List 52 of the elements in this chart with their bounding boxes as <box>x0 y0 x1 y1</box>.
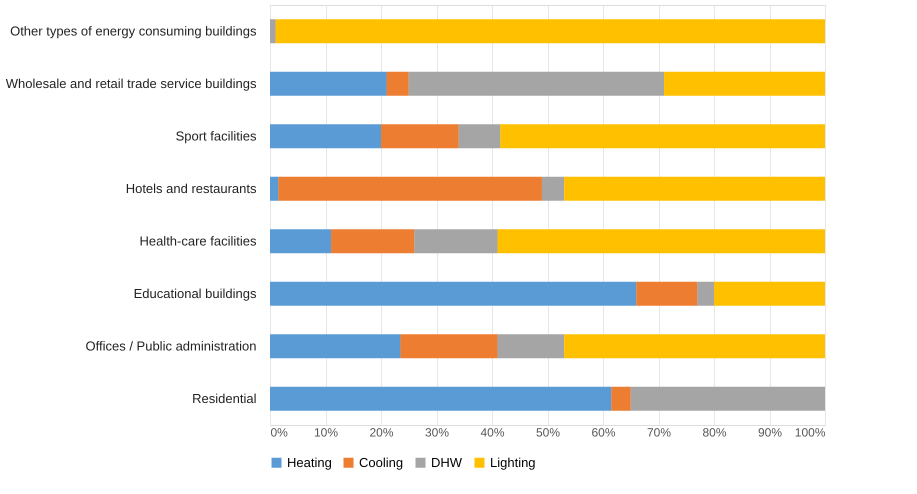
x-tick-label: 80% <box>702 426 727 440</box>
bar <box>270 334 400 358</box>
bar <box>697 282 714 306</box>
y-tick-label: Hotels and restaurants <box>126 180 257 196</box>
x-tick-label: 20% <box>369 426 394 440</box>
x-tick-label: 50% <box>536 426 560 440</box>
legend-label: Lighting <box>490 454 536 470</box>
legend-label: Heating <box>287 454 332 470</box>
bar <box>270 386 612 411</box>
bar <box>276 19 825 44</box>
bar <box>331 229 414 254</box>
bar <box>714 282 825 306</box>
bar <box>564 334 825 358</box>
bar <box>400 334 498 358</box>
x-tick-label: 10% <box>314 426 338 440</box>
bar <box>270 72 387 96</box>
bar <box>386 72 409 96</box>
x-tick-label: 0% <box>270 426 288 440</box>
bar <box>414 229 498 254</box>
x-tick-label: 30% <box>424 426 450 440</box>
x-tick-label: 40% <box>480 426 505 440</box>
bar <box>270 19 276 44</box>
y-tick-label: Health-care facilities <box>139 233 257 248</box>
legend-label: DHW <box>431 454 463 470</box>
y-tick-label: Other types of energy consuming buildings <box>10 23 257 38</box>
y-tick-label: Sport facilities <box>176 128 257 144</box>
bar <box>630 386 825 411</box>
bar <box>636 282 698 306</box>
bar <box>664 72 825 96</box>
y-tick-label: Wholesale and retail trade service buildings <box>6 76 257 91</box>
bar <box>270 282 636 306</box>
bar <box>458 124 500 148</box>
bar <box>408 72 664 96</box>
bar <box>611 386 631 411</box>
bar <box>498 229 825 254</box>
bar <box>498 334 564 358</box>
bar <box>278 176 542 201</box>
y-tick-label: Educational buildings <box>134 286 257 301</box>
bar <box>270 124 381 148</box>
x-tick-label: 90% <box>758 426 782 440</box>
x-tick-label: 60% <box>591 426 616 440</box>
bar <box>381 124 459 148</box>
x-tick-label: 100% <box>794 426 826 440</box>
y-tick-label: Residential <box>192 390 257 406</box>
legend-label: Cooling <box>359 454 404 470</box>
bar <box>270 176 278 201</box>
bar <box>564 176 825 201</box>
bar <box>270 229 332 254</box>
bar <box>542 176 564 201</box>
y-tick-label: Offices / Public administration <box>86 338 256 354</box>
x-tick-label: 70% <box>646 426 672 440</box>
bar <box>500 124 825 148</box>
